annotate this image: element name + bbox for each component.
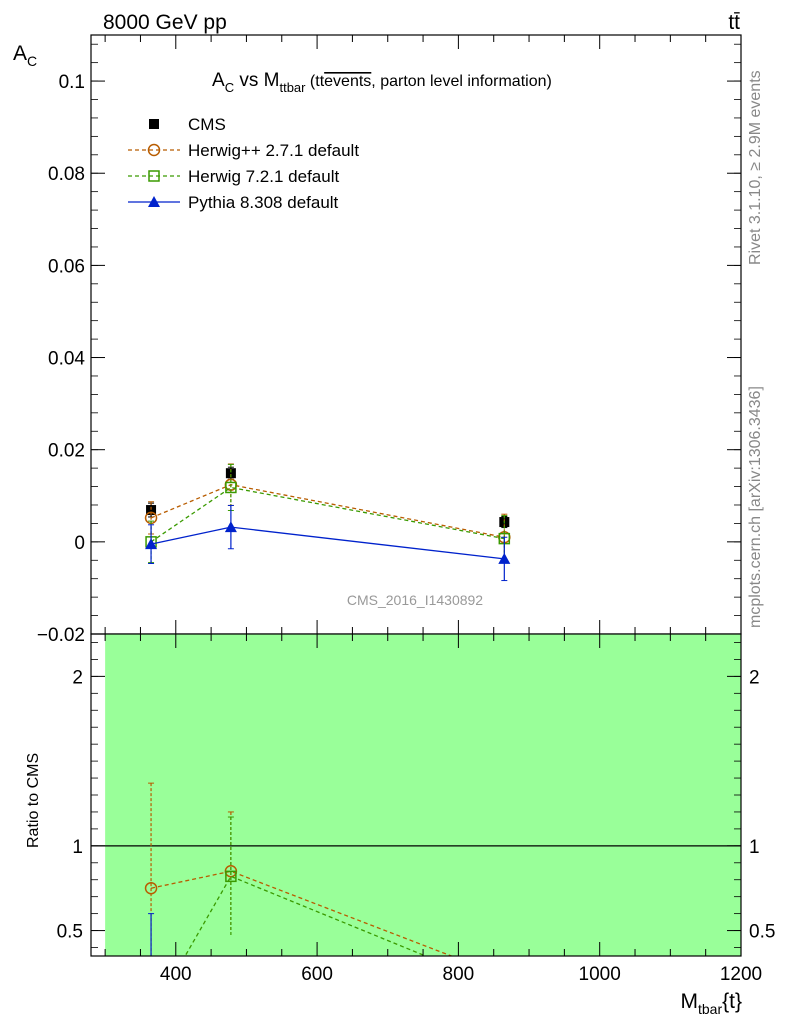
ratio-point-herwig7 — [146, 1010, 156, 1020]
legend-label: Pythia 8.308 default — [188, 193, 339, 212]
energy-label: 8000 GeV pp — [103, 11, 227, 34]
x-tick-label: 1000 — [579, 964, 621, 985]
legend-entry-cms: CMS — [149, 115, 226, 134]
legend-entry-herwigpp: Herwig++ 2.7.1 default — [128, 141, 359, 160]
ratio-point-herwig7 — [225, 870, 237, 883]
y-tick-label: 0.06 — [48, 256, 85, 277]
ratio-y-label: Ratio to CMS — [25, 753, 42, 848]
legend-entry-pythia: Pythia 8.308 default — [128, 193, 339, 212]
title-paren: (tt — [305, 73, 324, 90]
x-axis-label: Mtbar{t} — [681, 990, 743, 1017]
ratio-series-herwig7 — [146, 816, 509, 1020]
title-vs-sub: ttbar — [279, 80, 306, 95]
main-y-ticks: −0.02 0 0.02 0.04 0.06 0.08 0.1 — [37, 35, 742, 646]
title-overline: events — [324, 73, 371, 90]
title-main: A — [212, 70, 225, 91]
legend: CMS Herwig++ 2.7.1 default Herwig 7.2.1 de… — [128, 115, 359, 212]
ratio-y-tick-label-right: 1 — [749, 837, 760, 858]
title-main-sub: C — [225, 80, 234, 95]
series-cms — [146, 466, 510, 529]
side-label-source: mcplots.cern.ch [arXiv:1306.3436] — [747, 386, 764, 628]
x-tick-label: 400 — [160, 964, 192, 985]
main-panel: −0.02 0 0.02 0.04 0.06 0.08 0.1 AC vs Mttbar (… — [13, 34, 742, 646]
y-tick-label: −0.02 — [37, 625, 85, 646]
ratio-series-group — [144, 782, 510, 1020]
x-tick-label: 1200 — [720, 964, 762, 985]
ratio-y-tick-label: 2 — [72, 667, 83, 688]
legend-marker — [148, 170, 160, 182]
title-vs: vs M — [234, 70, 279, 91]
analysis-label: CMS_2016_I1430892 — [347, 592, 483, 608]
ratio-y-tick-label-right: 0.5 — [749, 922, 775, 943]
legend-label: CMS — [188, 115, 226, 134]
ratio-point-herwigpp — [144, 881, 158, 895]
main-plot-area — [144, 463, 511, 582]
legend-marker — [148, 196, 160, 207]
y-tick-label: 0.1 — [59, 72, 85, 93]
legend-label: Herwig++ 2.7.1 default — [188, 141, 359, 160]
ratio-panel: 0.5 0.5 1 1 2 2 400 600 800 1000 1200 Ratio to CMS… — [25, 633, 775, 1020]
data-point-cms — [146, 505, 157, 516]
series-line-herwig7 — [150, 486, 505, 543]
series-pythia — [145, 504, 511, 582]
legend-marker — [147, 143, 161, 157]
x-tick-label: 800 — [443, 964, 475, 985]
data-point-cms — [225, 468, 236, 479]
ratio-uncertainty-band — [105, 634, 741, 956]
ratio-y-tick-label: 0.5 — [57, 922, 83, 943]
data-point-herwig7 — [225, 481, 237, 494]
series-line-herwigpp — [150, 484, 505, 538]
process-label: tt̄ — [728, 11, 740, 34]
y-tick-label: 0 — [74, 533, 85, 554]
legend-marker — [149, 119, 159, 129]
series-line-pythia — [150, 526, 505, 560]
ratio-plot-area — [91, 782, 741, 1020]
title-rest: , parton level information) — [371, 73, 552, 90]
legend-entry-herwig7: Herwig 7.2.1 default — [128, 167, 339, 186]
x-tick-label: 600 — [301, 964, 333, 985]
legend-label: Herwig 7.2.1 default — [188, 167, 339, 186]
y-tick-label: 0.02 — [48, 441, 85, 462]
ratio-point-pythia — [145, 1009, 157, 1020]
side-label-rivet: Rivet 3.1.10, ≥ 2.9M events — [747, 70, 764, 265]
ratio-point-herwigpp — [499, 971, 510, 982]
ratio-ticks: 0.5 0.5 1 1 2 2 400 600 800 1000 1200 — [57, 634, 775, 985]
y-tick-label: 0.08 — [48, 164, 85, 185]
data-point-pythia — [224, 521, 237, 533]
ratio-point-herwig7 — [499, 983, 509, 993]
y-tick-label: 0.04 — [48, 349, 85, 370]
ratio-line-herwig7 — [184, 875, 428, 956]
main-y-label: AC — [13, 42, 37, 69]
ratio-series-pythia — [145, 913, 157, 1020]
plot-title: AC vs Mttbar (ttevents, parton level inf… — [212, 70, 552, 95]
ratio-band — [105, 634, 741, 956]
data-point-pythia — [498, 552, 511, 564]
ratio-y-tick-label: 1 — [72, 837, 83, 858]
series-herwig7 — [145, 463, 511, 564]
ratio-y-tick-label-right: 2 — [749, 667, 760, 688]
ratio-line-herwigpp — [150, 870, 454, 956]
series-herwigpp — [144, 463, 511, 561]
data-point-pythia — [145, 538, 158, 550]
